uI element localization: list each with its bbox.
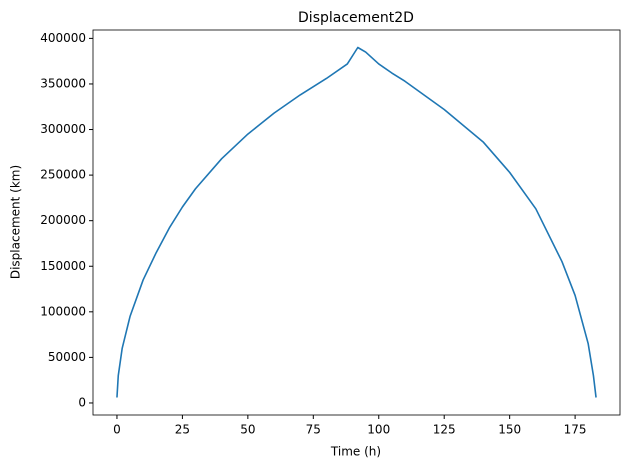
y-axis-label: Displacement (km) [9,165,23,279]
y-tick-label: 400000 [40,31,86,45]
plot-frame [92,29,621,416]
x-tick-label: 150 [498,423,521,437]
y-tick-label: 250000 [40,168,86,182]
x-tick-label: 50 [240,423,255,437]
x-tick-label: 25 [175,423,190,437]
y-tick-label: 100000 [40,304,86,318]
chart-title: Displacement2D [298,10,414,26]
y-tick-label: 200000 [40,213,86,227]
y-tick-label: 300000 [40,122,86,136]
x-tick-label: 0 [113,423,121,437]
x-tick-label: 175 [564,423,587,437]
y-tick-label: 350000 [40,76,86,90]
x-tick-label: 100 [367,423,390,437]
x-tick-label: 75 [306,423,321,437]
x-tick-label: 125 [433,423,456,437]
line [116,46,597,398]
y-tick-label: 150000 [40,259,86,273]
x-axis-label: Time (h) [330,445,381,459]
y-tick-label: 50000 [48,350,86,364]
y-tick-label: 0 [78,395,86,409]
